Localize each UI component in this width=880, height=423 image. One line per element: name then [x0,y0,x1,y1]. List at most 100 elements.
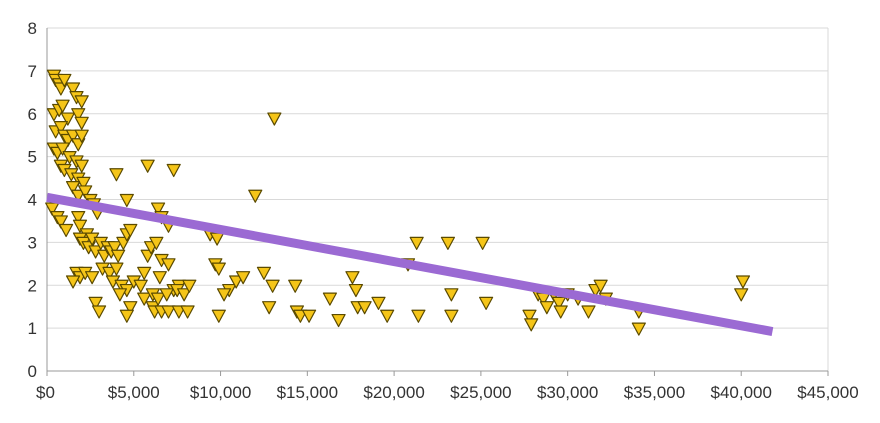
data-point [71,211,86,225]
data-point [91,305,107,319]
x-tick-label: $20,000 [363,383,424,402]
data-point [65,82,81,96]
data-point [109,262,124,276]
y-tick-label: 5 [28,148,37,167]
data-point [102,266,117,280]
data-point [53,121,68,135]
data-point [74,129,89,143]
data-point [60,112,75,126]
data-point [411,309,426,323]
data-point [322,292,337,306]
data-point [236,271,251,285]
trendline-layer [46,192,774,336]
data-point [267,112,282,126]
data-point [553,305,568,319]
data-point [161,305,176,319]
data-point [522,309,537,323]
trendline [46,192,774,336]
data-point [551,296,567,310]
data-point [166,163,181,178]
data-point [107,241,122,255]
data-point [55,142,70,156]
y-tick-label: 7 [28,62,37,81]
data-point [440,236,456,250]
data-points [45,69,751,336]
data-point [265,279,280,293]
data-point [74,95,89,109]
data-point [72,219,88,233]
data-point [345,271,360,285]
data-point [123,301,138,315]
data-point [57,73,72,88]
x-tick-labels: $0 $5,000 $10,000 $15,000 $20,000 $25,000 $30,… [36,383,859,402]
data-point [735,275,751,289]
data-point [216,288,232,302]
data-point [248,189,263,203]
data-point [58,223,74,238]
data-point [288,279,303,293]
data-point [581,305,596,319]
data-point [444,288,459,302]
data-point [55,99,70,113]
data-point [140,159,155,173]
data-point [109,168,124,182]
data-point [85,271,100,285]
data-point [65,181,81,195]
data-point [331,313,346,328]
data-point [229,275,244,289]
data-point [262,301,277,315]
data-point [137,292,152,306]
data-point [182,279,197,293]
data-point [209,232,225,246]
x-tick-label: $15,000 [277,383,338,402]
y-tick-label: 4 [28,191,37,210]
data-point [150,202,166,216]
data-point [111,249,126,263]
x-tick-label: $5,000 [108,383,160,402]
data-point [159,288,174,302]
x-tick-label: $35,000 [624,383,685,402]
data-point [45,202,60,216]
data-point [149,236,164,250]
data-point [53,215,68,229]
data-point [180,305,195,319]
data-point [119,309,134,323]
data-point [380,309,395,323]
data-point [119,193,134,208]
data-point [211,262,226,276]
data-point [74,159,89,173]
data-point [177,288,192,302]
data-point [524,318,539,332]
data-point [301,309,317,323]
data-point [631,322,646,336]
y-tick-label: 3 [28,233,37,252]
data-point [734,288,749,302]
data-point [478,296,494,310]
data-point [150,292,166,306]
data-point [71,108,86,122]
data-point [444,309,459,323]
data-point [539,301,554,315]
data-point [112,288,127,302]
y-tick-label: 8 [28,19,37,38]
y-tick-labels: 0 1 2 3 4 5 6 7 8 [28,19,37,381]
data-point [211,309,226,323]
data-point [152,271,167,285]
x-tick-label: $10,000 [190,383,251,402]
data-point [357,301,372,315]
data-point [123,223,138,238]
data-point [65,275,81,289]
data-point [593,279,608,293]
y-tick-label: 1 [28,319,37,338]
data-point [371,296,386,310]
data-point [348,283,364,298]
data-point [76,176,91,190]
y-tick-label: 2 [28,276,37,295]
data-point [78,185,93,199]
data-point [256,266,272,280]
x-tick-label: $30,000 [537,383,598,402]
x-tick-label: $45,000 [797,383,858,402]
x-tick-label: $40,000 [710,383,771,402]
data-point [161,258,176,272]
